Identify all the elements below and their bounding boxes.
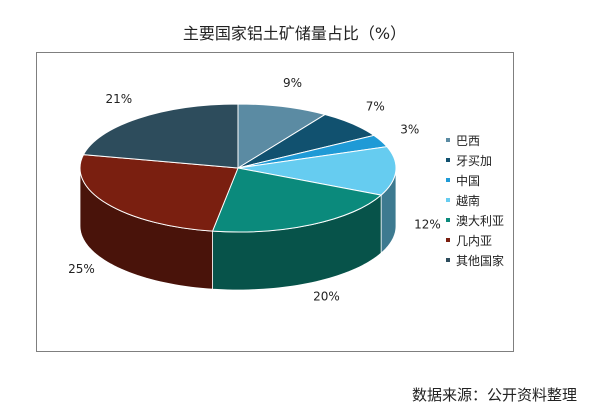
legend-item-其他国家: 其他国家 bbox=[446, 250, 504, 270]
legend-label: 其他国家 bbox=[456, 253, 505, 268]
legend-swatch bbox=[446, 178, 450, 182]
pie-slice-越南 bbox=[237, 146, 397, 196]
pie-slice-其他国家 bbox=[82, 103, 239, 169]
data-label-巴西: 9% bbox=[283, 76, 302, 90]
legend: 巴西牙买加中国越南澳大利亚几内亚其他国家 bbox=[446, 130, 504, 270]
legend-label: 澳大利亚 bbox=[456, 213, 505, 228]
legend-swatch bbox=[446, 198, 450, 202]
data-label-澳大利亚: 20% bbox=[313, 290, 340, 304]
legend-label: 越南 bbox=[456, 193, 481, 208]
legend-item-澳大利亚: 澳大利亚 bbox=[446, 210, 504, 230]
pie-slice-澳大利亚 bbox=[211, 167, 383, 233]
legend-swatch bbox=[446, 238, 450, 242]
data-label-越南: 12% bbox=[414, 217, 441, 231]
data-label-几内亚: 25% bbox=[68, 262, 95, 276]
legend-item-几内亚: 几内亚 bbox=[446, 230, 504, 250]
data-label-中国: 3% bbox=[400, 122, 419, 136]
legend-item-牙买加: 牙买加 bbox=[446, 150, 504, 170]
legend-swatch bbox=[446, 218, 450, 222]
pie-slice-几内亚 bbox=[79, 154, 239, 232]
source-note: 数据来源：公开资料整理 bbox=[411, 386, 577, 404]
legend-label: 牙买加 bbox=[456, 153, 493, 168]
legend-item-巴西: 巴西 bbox=[446, 130, 504, 150]
legend-swatch bbox=[446, 258, 450, 262]
legend-label: 几内亚 bbox=[456, 233, 493, 248]
pie-slice-巴西 bbox=[237, 103, 327, 169]
legend-label: 中国 bbox=[456, 173, 481, 188]
data-label-其他国家: 21% bbox=[105, 92, 132, 106]
legend-swatch bbox=[446, 138, 450, 142]
data-label-牙买加: 7% bbox=[366, 99, 385, 113]
legend-item-中国: 中国 bbox=[446, 170, 504, 190]
legend-label: 巴西 bbox=[456, 133, 481, 148]
chart-title: 主要国家铝土矿储量占比（%） bbox=[182, 24, 407, 43]
legend-item-越南: 越南 bbox=[446, 190, 504, 210]
legend-swatch bbox=[446, 158, 450, 162]
